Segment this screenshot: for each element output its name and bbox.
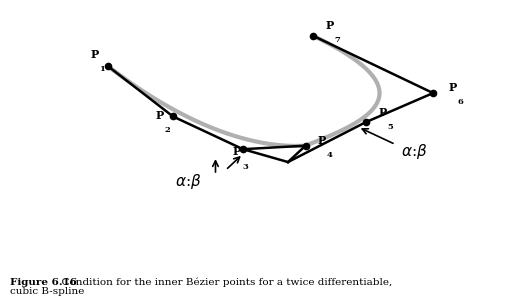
Text: 7: 7 xyxy=(334,36,340,44)
Text: 4: 4 xyxy=(327,151,333,159)
Text: $\alpha$:$\beta$: $\alpha$:$\beta$ xyxy=(401,142,427,161)
Text: 1: 1 xyxy=(100,65,105,73)
Text: P: P xyxy=(318,135,326,146)
Text: P: P xyxy=(155,110,164,121)
Text: 5: 5 xyxy=(387,123,393,131)
Text: 2: 2 xyxy=(165,126,170,134)
Text: P: P xyxy=(448,82,456,93)
Text: 6: 6 xyxy=(457,98,463,106)
Text: Figure 6.16: Figure 6.16 xyxy=(10,278,78,287)
Text: P: P xyxy=(378,107,386,118)
Text: P: P xyxy=(233,146,241,157)
Text: P: P xyxy=(326,20,334,30)
Text: $\alpha$:$\beta$: $\alpha$:$\beta$ xyxy=(175,173,201,192)
Text: 3: 3 xyxy=(242,163,248,170)
Text: Condition for the inner Bézier points for a twice differentiable,: Condition for the inner Bézier points fo… xyxy=(55,278,392,287)
Text: P: P xyxy=(91,49,98,60)
Text: cubic B-spline: cubic B-spline xyxy=(10,287,85,296)
